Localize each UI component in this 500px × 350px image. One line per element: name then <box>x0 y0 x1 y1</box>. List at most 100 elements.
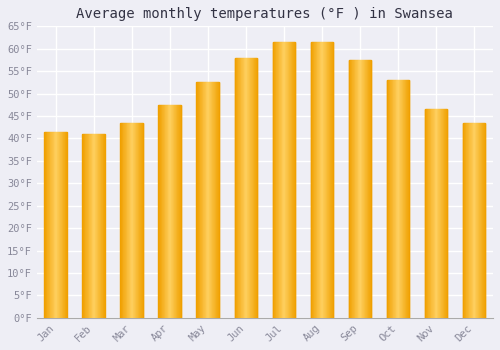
Bar <box>277 42 278 318</box>
Bar <box>135 123 136 318</box>
Bar <box>249 58 250 318</box>
Bar <box>170 105 172 318</box>
Bar <box>252 58 253 318</box>
Bar <box>245 58 246 318</box>
Bar <box>140 123 141 318</box>
Bar <box>426 109 427 318</box>
Bar <box>312 42 313 318</box>
Bar <box>88 134 90 318</box>
Bar <box>357 60 358 318</box>
Bar <box>472 123 474 318</box>
Bar <box>66 132 67 318</box>
Bar <box>161 105 162 318</box>
Bar <box>484 123 486 318</box>
Bar <box>478 123 480 318</box>
Bar <box>204 82 205 318</box>
Bar <box>100 134 102 318</box>
Bar <box>94 134 96 318</box>
Bar <box>173 105 174 318</box>
Bar <box>178 105 179 318</box>
Bar <box>244 58 245 318</box>
Bar <box>274 42 275 318</box>
Bar <box>60 132 61 318</box>
Bar <box>465 123 466 318</box>
Bar <box>97 134 98 318</box>
Bar <box>314 42 315 318</box>
Bar <box>236 58 237 318</box>
Bar <box>218 82 220 318</box>
Bar <box>91 134 92 318</box>
Bar <box>287 42 288 318</box>
Bar <box>429 109 430 318</box>
Bar <box>288 42 290 318</box>
Bar <box>401 80 402 318</box>
Bar <box>464 123 465 318</box>
Bar <box>129 123 130 318</box>
Bar <box>360 60 362 318</box>
Bar <box>394 80 395 318</box>
Bar <box>392 80 394 318</box>
Bar <box>54 132 55 318</box>
Bar <box>61 132 62 318</box>
Bar <box>272 42 274 318</box>
Bar <box>248 58 249 318</box>
Bar <box>348 60 350 318</box>
Bar <box>359 60 360 318</box>
Bar <box>234 58 236 318</box>
Bar <box>321 42 322 318</box>
Bar <box>354 60 356 318</box>
Bar <box>44 132 45 318</box>
Bar <box>477 123 478 318</box>
Bar <box>98 134 99 318</box>
Bar <box>82 134 83 318</box>
Bar <box>205 82 206 318</box>
Bar <box>53 132 54 318</box>
Bar <box>350 60 351 318</box>
Bar <box>396 80 397 318</box>
Bar <box>199 82 200 318</box>
Bar <box>251 58 252 318</box>
Bar <box>290 42 291 318</box>
Bar <box>408 80 410 318</box>
Bar <box>445 109 446 318</box>
Bar <box>208 82 210 318</box>
Bar <box>468 123 469 318</box>
Bar <box>316 42 318 318</box>
Bar <box>284 42 286 318</box>
Bar <box>137 123 138 318</box>
Bar <box>122 123 124 318</box>
Bar <box>395 80 396 318</box>
Bar <box>363 60 364 318</box>
Bar <box>93 134 94 318</box>
Bar <box>437 109 438 318</box>
Bar <box>201 82 202 318</box>
Bar <box>402 80 404 318</box>
Bar <box>168 105 169 318</box>
Bar <box>444 109 445 318</box>
Bar <box>352 60 353 318</box>
Bar <box>64 132 65 318</box>
Bar <box>443 109 444 318</box>
Bar <box>50 132 51 318</box>
Bar <box>440 109 442 318</box>
Bar <box>405 80 406 318</box>
Bar <box>65 132 66 318</box>
Bar <box>286 42 287 318</box>
Bar <box>324 42 325 318</box>
Bar <box>328 42 329 318</box>
Bar <box>179 105 180 318</box>
Bar <box>132 123 134 318</box>
Bar <box>216 82 217 318</box>
Bar <box>163 105 164 318</box>
Bar <box>136 123 137 318</box>
Bar <box>62 132 64 318</box>
Bar <box>390 80 391 318</box>
Bar <box>480 123 481 318</box>
Bar <box>320 42 321 318</box>
Bar <box>58 132 59 318</box>
Bar <box>389 80 390 318</box>
Bar <box>462 123 464 318</box>
Bar <box>368 60 369 318</box>
Bar <box>121 123 122 318</box>
Bar <box>481 123 482 318</box>
